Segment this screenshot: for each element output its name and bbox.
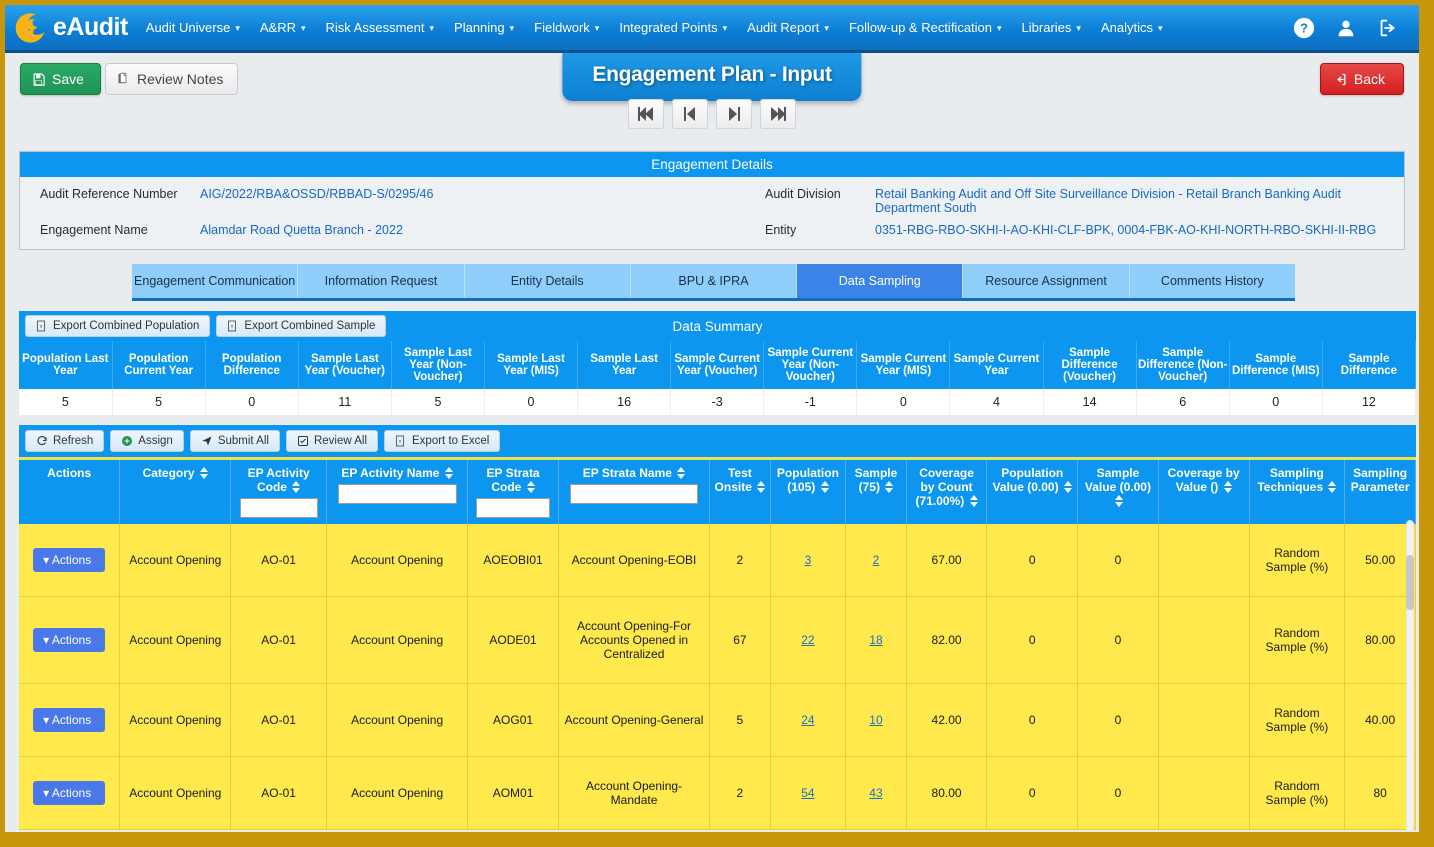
svg-text:?: ? [1300, 20, 1308, 35]
svg-text:x: x [231, 324, 234, 329]
svg-text:x: x [40, 324, 43, 329]
svg-text:x: x [399, 439, 402, 444]
